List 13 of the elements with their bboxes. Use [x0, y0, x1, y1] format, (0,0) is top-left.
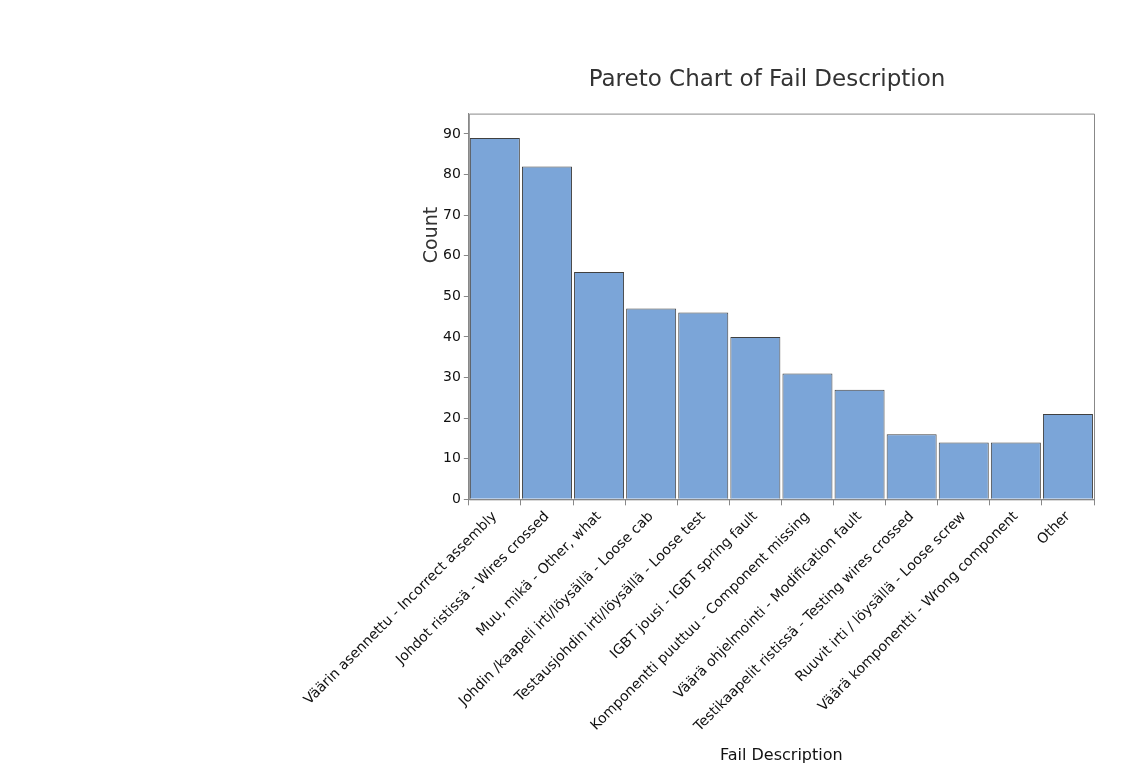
- y-tick-label: 50: [442, 286, 461, 303]
- y-tick-label: 90: [442, 124, 461, 141]
- y-tick-label: 40: [442, 327, 461, 344]
- y-tick-label: 80: [442, 165, 461, 182]
- y-tick-label: 0: [451, 489, 461, 506]
- x-axis-title: Fail Description: [720, 745, 843, 764]
- chart-title: Pareto Chart of Fail Description: [588, 64, 946, 91]
- y-tick-label: 20: [442, 408, 461, 425]
- y-axis-title: Count: [419, 206, 441, 264]
- y-tick-label: 60: [442, 246, 461, 263]
- y-tick-label: 10: [442, 449, 461, 466]
- y-tick-label: 30: [442, 368, 461, 385]
- y-tick-label: 70: [442, 205, 461, 222]
